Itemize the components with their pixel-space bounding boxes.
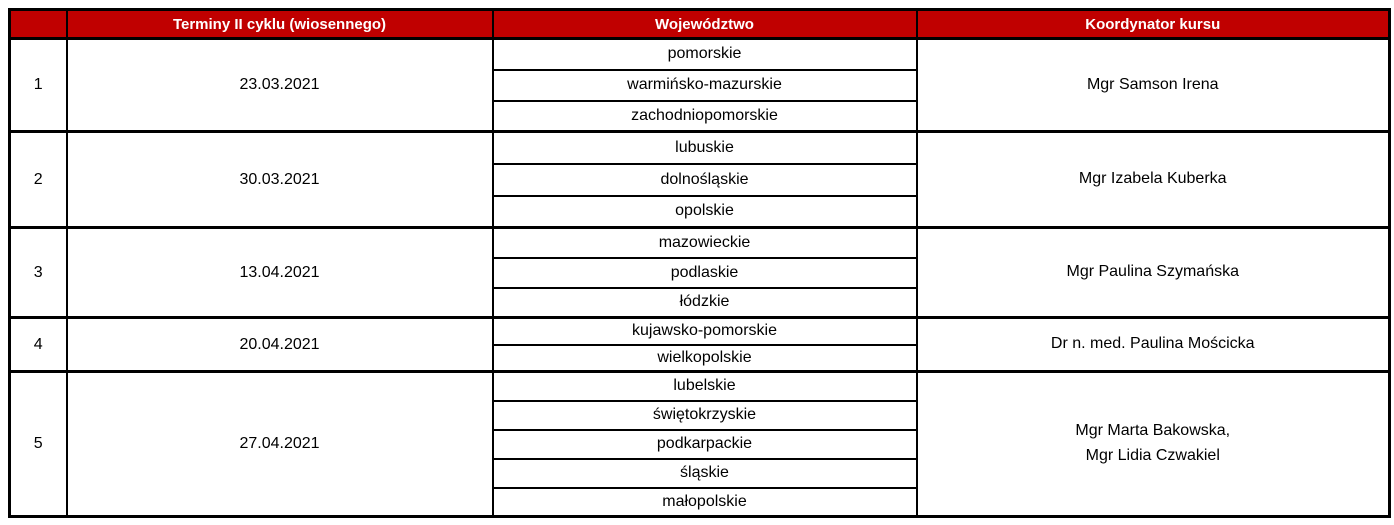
table-row: 3 13.04.2021 mazowieckie Mgr Paulina Szy…: [8, 226, 1391, 319]
table-row: podkarpackie: [10, 428, 1390, 460]
cell-province: lubuskie: [491, 130, 918, 165]
table-row: 1 23.03.2021 pomorskie Mgr Samson Irena: [8, 37, 1391, 133]
header-cell-index: [8, 8, 68, 40]
cell-date: 20.04.2021: [65, 316, 494, 373]
cell-coordinator: Mgr Samson Irena: [915, 37, 1391, 133]
cell-province: mazowieckie: [491, 226, 918, 259]
cell-province: świętokrzyskie: [491, 399, 918, 431]
table-row: dolnośląskie: [10, 162, 1390, 197]
cell-province: opolskie: [491, 194, 918, 229]
cell-province: podkarpackie: [491, 428, 918, 460]
table-row: 2 30.03.2021 lubuskie Mgr Izabela Kuberk…: [8, 130, 1391, 229]
table-row: śląskie: [10, 457, 1390, 489]
header-cell-date: Terminy II cyklu (wiosennego): [65, 8, 494, 40]
table-row: podlaskie: [10, 256, 1390, 289]
cell-province: zachodniopomorskie: [491, 99, 918, 133]
cell-date: 30.03.2021: [65, 130, 494, 229]
cell-coordinator: Mgr Paulina Szymańska: [915, 226, 1391, 319]
table-row: 4 20.04.2021 kujawsko-pomorskie Dr n. me…: [8, 316, 1391, 373]
cell-province: kujawsko-pomorskie: [491, 316, 918, 346]
cell-province: łódzkie: [491, 286, 918, 319]
cell-province: warmińsko-mazurskie: [491, 68, 918, 102]
cell-number: 5: [8, 370, 68, 518]
cell-number: 4: [8, 316, 68, 373]
table-row: łódzkie: [10, 286, 1390, 319]
cell-province: wielkopolskie: [491, 343, 918, 373]
header-cell-province: Województwo: [491, 8, 918, 40]
cell-date: 23.03.2021: [65, 37, 494, 133]
cell-province: dolnośląskie: [491, 162, 918, 197]
cell-coordinator: Mgr Marta Bakowska, Mgr Lidia Czwakiel: [915, 370, 1391, 518]
table-row: małopolskie: [10, 486, 1390, 518]
header-row: Terminy II cyklu (wiosennego) Województw…: [8, 8, 1391, 40]
table-row: warmińsko-mazurskie: [10, 68, 1390, 102]
cell-coordinator: Mgr Izabela Kuberka: [915, 130, 1391, 229]
table-row: wielkopolskie: [10, 343, 1390, 373]
course-schedule-table: Terminy II cyklu (wiosennego) Województw…: [8, 8, 1391, 518]
cell-province: pomorskie: [491, 37, 918, 71]
cell-date: 13.04.2021: [65, 226, 494, 319]
cell-province: małopolskie: [491, 486, 918, 518]
cell-number: 2: [8, 130, 68, 229]
cell-number: 1: [8, 37, 68, 133]
cell-province: podlaskie: [491, 256, 918, 289]
table-row: opolskie: [10, 194, 1390, 229]
cell-province: lubelskie: [491, 370, 918, 402]
cell-number: 3: [8, 226, 68, 319]
cell-coordinator: Dr n. med. Paulina Mościcka: [915, 316, 1391, 373]
table-row: 5 27.04.2021 lubelskie Mgr Marta Bakowsk…: [8, 370, 1391, 518]
cell-date: 27.04.2021: [65, 370, 494, 518]
header-cell-coordinator: Koordynator kursu: [915, 8, 1391, 40]
table-row: zachodniopomorskie: [10, 99, 1390, 133]
cell-province: śląskie: [491, 457, 918, 489]
table-row: świętokrzyskie: [10, 399, 1390, 431]
